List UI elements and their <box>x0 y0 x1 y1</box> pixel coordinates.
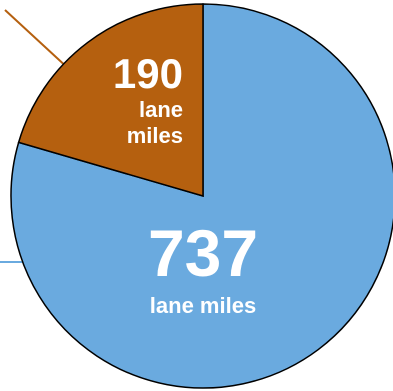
slice-value-label-190: 190 <box>113 50 183 97</box>
slice-unit-label-190: lane miles <box>127 97 183 148</box>
leader-line-190 <box>4 9 71 71</box>
slice-value-label-737: 737 <box>148 216 258 290</box>
pie-slices <box>10 3 393 389</box>
slice-unit-label-737: lane miles <box>150 293 256 318</box>
pie-slice-190 <box>17 3 204 197</box>
